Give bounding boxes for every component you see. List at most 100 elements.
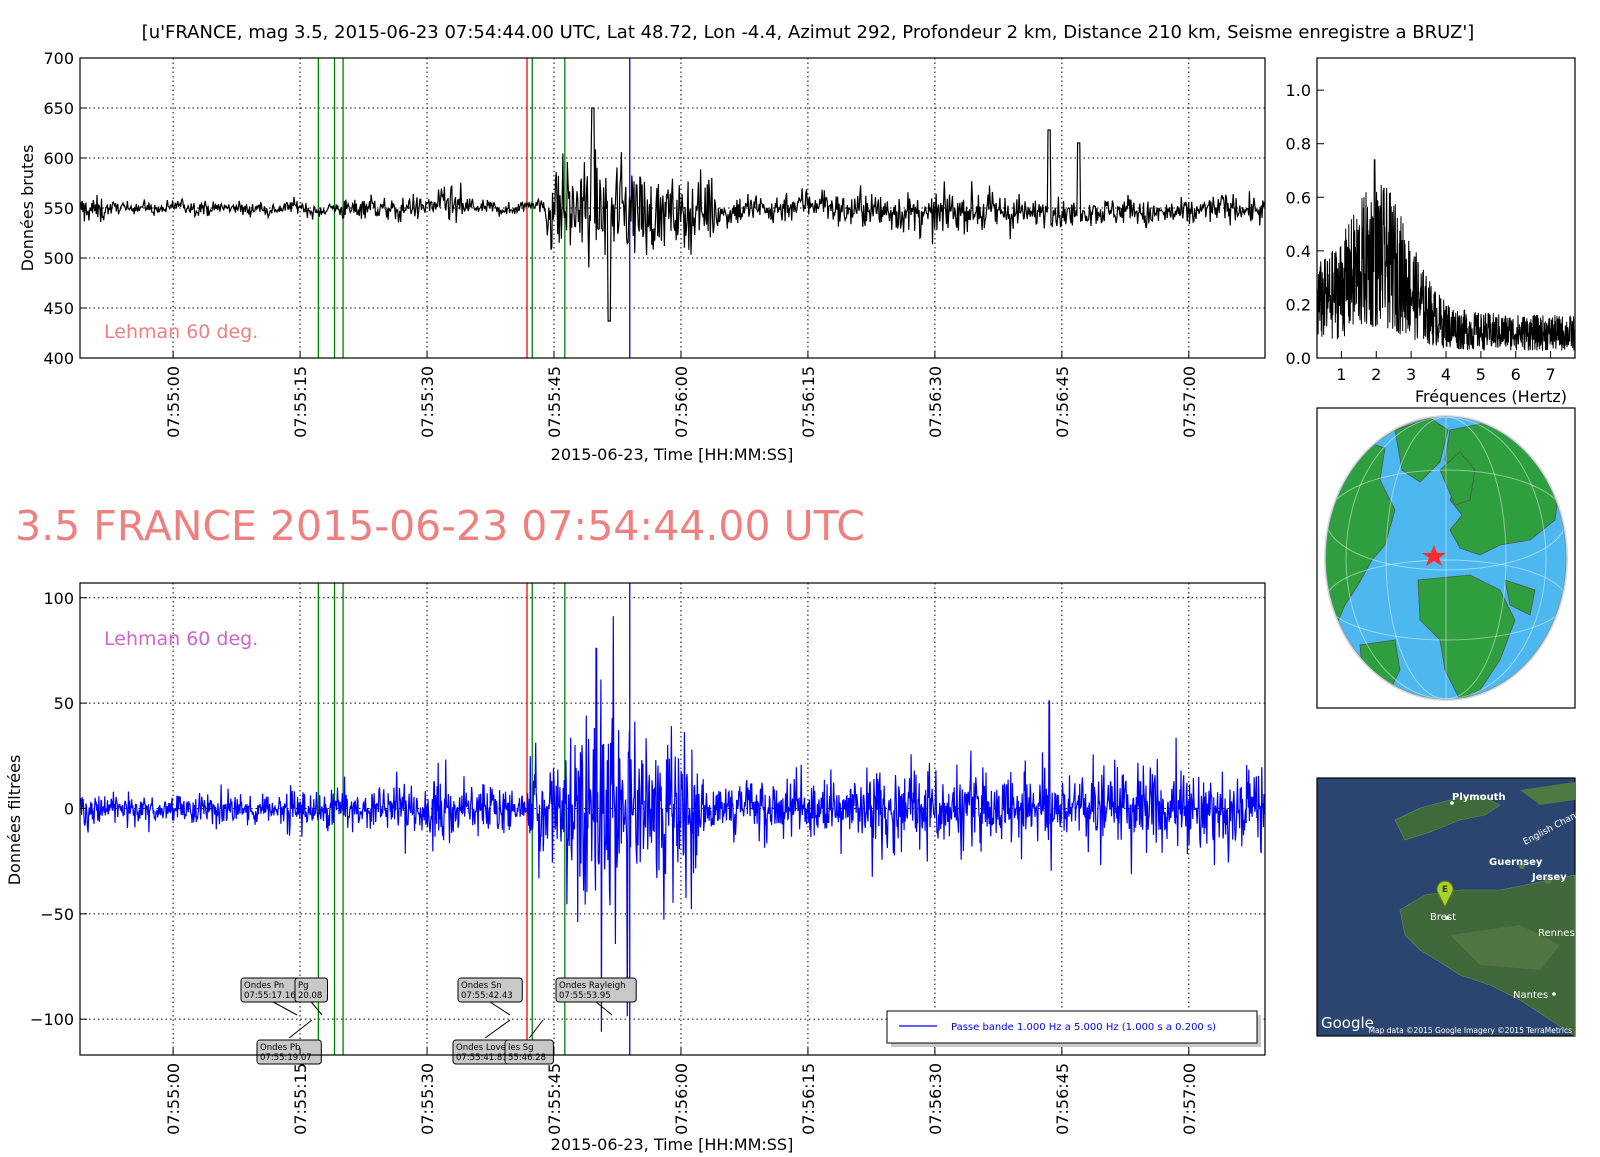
filtered-xtick-label: 07:56:15 [799, 1063, 818, 1135]
callout-phase-label: les Sg [508, 1043, 534, 1053]
spectrum-ytick-label: 0.6 [1286, 188, 1311, 207]
filtered-ytick-label: 100 [43, 589, 74, 608]
spectrum-xtick-label: 4 [1441, 365, 1451, 384]
spectrum-xtick-label: 7 [1546, 365, 1556, 384]
raw-xtick-label: 07:55:30 [418, 366, 437, 438]
raw-xtick-label: 07:56:15 [799, 366, 818, 438]
spectrum-xtick-label: 1 [1336, 365, 1346, 384]
spectrum-xtick-label: 3 [1406, 365, 1416, 384]
callout-time-label: 20.08 [298, 991, 322, 1001]
raw-data-panel: 400 450 500 550 600 650 700 07:55:00 07:55:15 07… [18, 49, 1266, 464]
map-pin-label: E [1442, 885, 1448, 895]
callout-box [256, 1039, 322, 1065]
callout-arrow [489, 1001, 511, 1016]
filtered-xtick-label: 07:57:00 [1180, 1063, 1199, 1135]
callout-phase-label: Ondes Love [456, 1043, 506, 1053]
filtered-ytick-label: −50 [40, 905, 74, 924]
raw-trace-line [79, 107, 1266, 322]
google-logo: Google [1321, 1014, 1374, 1032]
spectrum-xlabel: Fréquences (Hertz) [1415, 387, 1567, 406]
filtered-ytick-label: 50 [54, 694, 74, 713]
filtered-xtick-label: 07:55:15 [291, 1063, 310, 1135]
filtered-xlabel: 2015-06-23, Time [HH:MM:SS] [551, 1135, 794, 1154]
figure-title: [u'FRANCE, mag 3.5, 2015-06-23 07:54:44.… [142, 22, 1475, 43]
map-attribution: Map data ©2015 Google Imagery ©2015 Terr… [1369, 1026, 1573, 1035]
raw-ytick-label: 400 [43, 349, 74, 368]
spectrum-xtick-label: 6 [1511, 365, 1521, 384]
raw-xtick-label: 07:56:45 [1053, 366, 1072, 438]
raw-ytick-label: 450 [43, 299, 74, 318]
callout-arrow [484, 1019, 511, 1039]
raw-xtick-label: 07:56:00 [672, 366, 691, 438]
callout-time-label: 07:55:42.43 [461, 991, 513, 1001]
callout-time-label: 55:46.28 [508, 1053, 546, 1063]
map-label-rennes: Rennes [1538, 928, 1575, 939]
callout-phase-label: Ondes Rayleigh [559, 981, 626, 991]
spectrum-ytick-label: 0.4 [1286, 242, 1311, 261]
raw-plot-area [80, 58, 1265, 358]
callout-time-label: 07:55:53.95 [559, 991, 611, 1001]
raw-ytick-label: 650 [43, 99, 74, 118]
callout-arrow [528, 1019, 544, 1039]
spectrum-ytick-label: 1.0 [1286, 81, 1311, 100]
filtered-ytick-label: −100 [30, 1010, 74, 1029]
raw-xlabel: 2015-06-23, Time [HH:MM:SS] [551, 445, 794, 464]
callout-box [294, 977, 328, 1003]
callout-box [457, 977, 523, 1003]
callout-phase-label: Ondes Sn [461, 981, 502, 991]
filtered-ylabel: Données filtrées [5, 755, 24, 886]
filtered-plot-frame [79, 582, 1266, 1056]
legend-label: Passe bande 1.000 Hz a 5.000 Hz (1.000 s… [951, 1022, 1216, 1033]
epicenter-star-icon [1422, 545, 1446, 566]
spectrum-ytick-label: 0.2 [1286, 295, 1311, 314]
raw-ytick-label: 700 [43, 49, 74, 68]
map-label-jersey: Jersey [1531, 872, 1567, 883]
callout-box [555, 977, 637, 1003]
raw-ytick-label: 500 [43, 249, 74, 268]
headline: 3.5 FRANCE 2015-06-23 07:54:44.00 UTC [15, 502, 865, 550]
callout-box [504, 1039, 554, 1065]
callout-time-label: 07:55:41.81 [456, 1053, 508, 1063]
callout-phase-label: Ondes Pb [260, 1043, 300, 1053]
raw-annotation: Lehman 60 deg. [104, 321, 258, 343]
callout-arrow [595, 1001, 613, 1016]
spectrum-xtick-label: 2 [1371, 365, 1381, 384]
callout-phase-label: Ondes Pn [244, 981, 284, 991]
raw-ylabel: Données brutes [18, 145, 37, 272]
globe-map [1316, 407, 1576, 709]
legend: Passe bande 1.000 Hz a 5.000 Hz (1.000 s… [886, 1010, 1261, 1047]
map-label-nantes: Nantes [1513, 990, 1548, 1001]
spectrum-xtick-label: 5 [1476, 365, 1486, 384]
raw-xtick-label: 07:55:45 [545, 366, 564, 438]
satellite-map: Plymouth English Channel Guernsey Jersey… [1316, 777, 1590, 1037]
filtered-xtick-label: 07:55:30 [418, 1063, 437, 1135]
callout-time-label: 07:55:17.16 [244, 991, 296, 1001]
map-pin-icon: E [1436, 880, 1454, 909]
spectrum-ytick-label: 0.0 [1286, 349, 1311, 368]
spectrum-line [1316, 159, 1576, 351]
filtered-xtick-label: 07:56:00 [672, 1063, 691, 1135]
map-label-plymouth: Plymouth [1452, 792, 1506, 803]
filtered-xtick-label: 07:56:30 [926, 1063, 945, 1135]
raw-ytick-label: 550 [43, 199, 74, 218]
filtered-xtick-label: 07:55:00 [164, 1063, 183, 1135]
filtered-xtick-label: 07:55:45 [545, 1063, 564, 1135]
filtered-ytick-label: 0 [64, 799, 74, 818]
raw-xtick-label: 07:57:00 [1180, 366, 1199, 438]
map-label-guernsey: Guernsey [1489, 857, 1543, 868]
callout-time-label: 07:55:19.07 [260, 1053, 312, 1063]
raw-ytick-label: 600 [43, 149, 74, 168]
map-label-brest: Brest [1430, 912, 1456, 923]
raw-xtick-label: 07:55:15 [291, 366, 310, 438]
raw-xtick-label: 07:56:30 [926, 366, 945, 438]
callout-arrow [310, 1001, 323, 1016]
filtered-annotation: Lehman 60 deg. [104, 628, 258, 650]
callout-arrow [288, 1019, 313, 1039]
